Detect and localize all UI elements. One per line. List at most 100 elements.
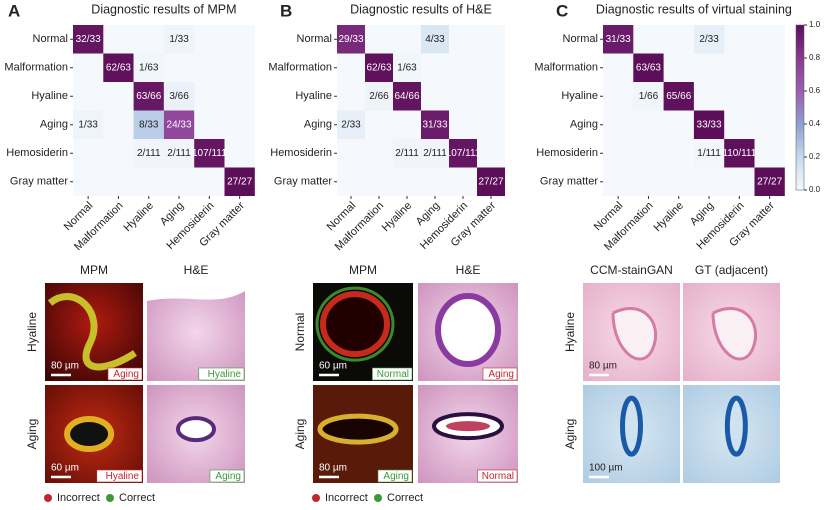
matrix-cell: [103, 53, 134, 82]
matrix-cell: [393, 53, 421, 82]
cell-label: 107/111: [192, 148, 227, 159]
legend-marker: [374, 494, 382, 502]
image-tag: Aging: [215, 471, 241, 482]
col-label: Hyaline: [380, 200, 414, 234]
matrix-cell: [365, 82, 393, 111]
cell-label: 32/33: [76, 34, 101, 45]
matrix-cell: [337, 110, 365, 139]
row-header: Normal: [293, 313, 307, 352]
row-label: Hyaline: [31, 90, 68, 102]
matrix-cell: [133, 139, 164, 168]
image-structure: [47, 293, 137, 371]
image-tag: Hyaline: [106, 471, 140, 482]
row-label: Hyaline: [295, 90, 332, 102]
col-label: Aging: [158, 200, 186, 228]
legend-label: Correct: [387, 492, 423, 504]
cell-label: 2/33: [699, 34, 719, 45]
row-label: Aging: [570, 119, 598, 131]
colorbar-label: 1.0: [809, 20, 821, 29]
matrix-cell: [724, 139, 755, 168]
matrix-cell: [754, 167, 785, 196]
tag-box: [96, 469, 143, 483]
cell-label: 2/111: [167, 148, 191, 159]
row-header: Hyaline: [563, 312, 577, 352]
matrix-cell: [224, 167, 255, 196]
colorbar-label: 0.2: [809, 152, 821, 161]
column-header: MPM: [349, 263, 377, 277]
cell-label: 1/33: [78, 119, 98, 130]
scale-label: 80 µm: [319, 463, 347, 474]
matrix-cell: [693, 110, 725, 139]
panel-title: Diagnostic results of virtual staining: [596, 2, 792, 16]
cell-label: 29/33: [338, 34, 363, 45]
col-label: Aging: [688, 200, 716, 228]
matrix-cell: [163, 139, 195, 168]
matrix-cell: [663, 82, 694, 111]
matrix-cell: [633, 82, 664, 111]
cell-label: 62/63: [106, 62, 131, 73]
cell-label: 2/111: [423, 148, 447, 159]
legend-marker: [106, 494, 114, 502]
legend-label: Incorrect: [57, 492, 100, 504]
cell-label: 2/33: [341, 119, 361, 130]
row-label: Hemosiderin: [270, 147, 332, 159]
cell-label: 63/63: [636, 62, 661, 73]
matrix-cell: [393, 82, 421, 111]
col-label: Hyaline: [121, 200, 155, 234]
legend-marker: [312, 494, 320, 502]
row-label: Hyaline: [561, 90, 598, 102]
matrix-cell: [393, 139, 421, 168]
cell-label: 2/66: [369, 91, 389, 102]
cell-label: 4/33: [425, 34, 445, 45]
row-label: Malformation: [268, 62, 332, 74]
image-structure: [147, 283, 245, 301]
image-structure: [176, 416, 216, 443]
scale-label: 100 µm: [589, 463, 623, 474]
scale-label: 60 µm: [51, 463, 79, 474]
matrix-cell: [73, 110, 104, 139]
row-label: Normal: [33, 33, 68, 45]
cell-label: 31/33: [422, 119, 447, 130]
cell-label: 2/111: [137, 148, 161, 159]
tag-box: [377, 469, 413, 483]
cell-label: 31/33: [606, 34, 631, 45]
column-header: H&E: [456, 263, 481, 277]
matrix-cell: [477, 167, 505, 196]
panel-title: Diagnostic results of MPM: [91, 2, 236, 16]
matrix-cell: [194, 139, 225, 168]
colorbar: [795, 24, 805, 191]
panel-letter: C: [556, 1, 568, 20]
image-structure: [724, 395, 748, 457]
image-structure: [620, 395, 643, 457]
image-tag: Normal: [482, 471, 514, 482]
matrix-cell: [421, 110, 449, 139]
tag-box: [482, 367, 518, 381]
image-tag: Normal: [377, 369, 409, 380]
cell-label: 62/63: [366, 62, 391, 73]
matrix-cell: [133, 53, 164, 82]
tag-box: [372, 367, 413, 381]
image-structure: [711, 306, 758, 361]
cell-label: 1/63: [139, 62, 159, 73]
tag-box: [107, 367, 143, 381]
column-header: CCM-stainGAN: [590, 263, 673, 277]
legend-label: Correct: [119, 492, 155, 504]
scale-label: 80 µm: [51, 361, 79, 372]
cell-label: 65/66: [666, 91, 691, 102]
matrix-cell: [421, 25, 449, 54]
cell-label: 3/66: [169, 91, 189, 102]
row-label: Hemosiderin: [536, 147, 598, 159]
image-structure: [446, 421, 490, 432]
image-structure: [315, 286, 395, 362]
row-header: Aging: [25, 419, 39, 450]
matrix-cell: [163, 82, 195, 111]
matrix-cell: [365, 53, 393, 82]
cell-label: 107/111: [446, 148, 481, 159]
row-label: Gray matter: [274, 176, 332, 188]
panel-letter: B: [280, 1, 292, 20]
scale-label: 80 µm: [589, 361, 617, 372]
row-label: Malformation: [534, 62, 598, 74]
cell-label: 24/33: [167, 119, 192, 130]
tag-box: [198, 367, 245, 381]
